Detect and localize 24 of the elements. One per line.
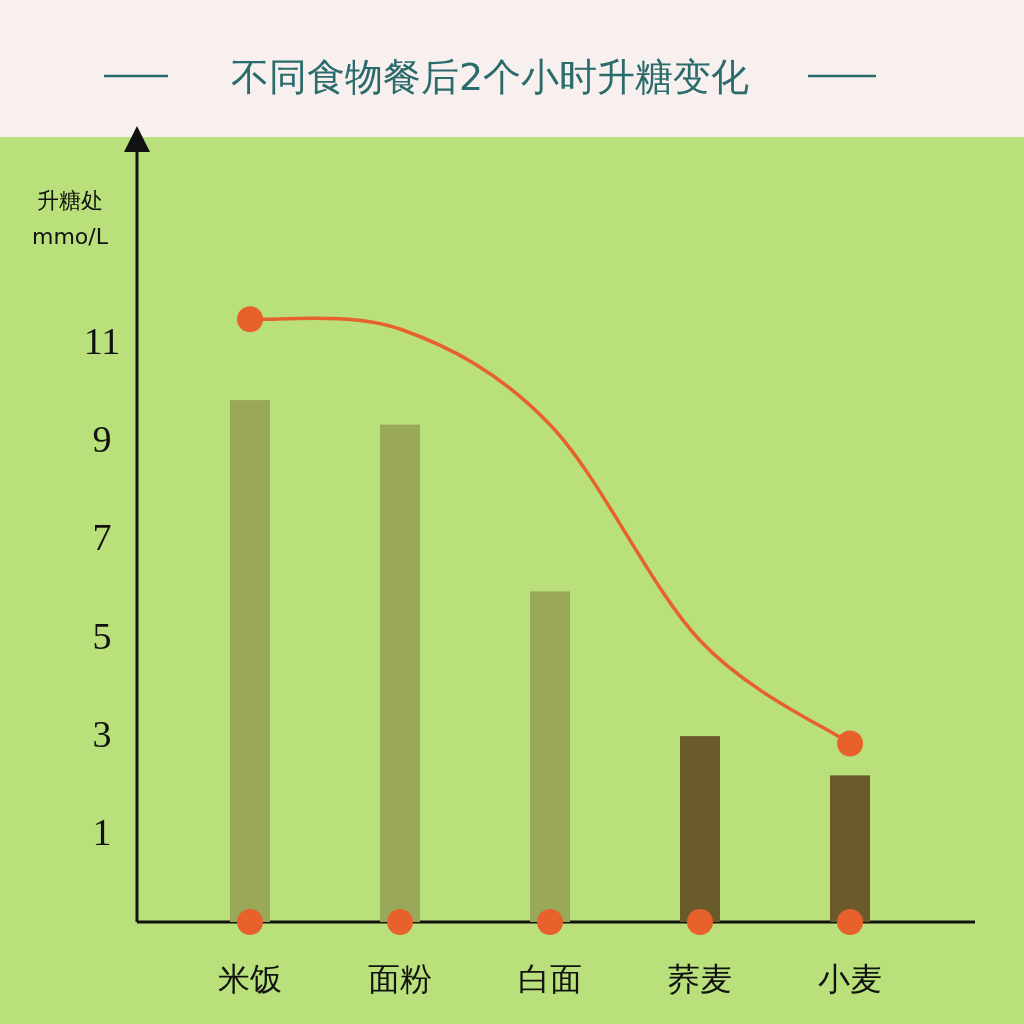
y-axis-title: 升糖处 mmo/L xyxy=(32,188,109,249)
bar xyxy=(230,400,270,922)
y-tick-label: 9 xyxy=(92,418,112,461)
point xyxy=(237,306,263,333)
y-tick-label: 11 xyxy=(83,320,121,363)
point xyxy=(837,909,863,935)
point xyxy=(237,909,263,935)
point xyxy=(387,909,413,935)
bar xyxy=(680,736,720,922)
x-tick-label: 荞麦 xyxy=(668,960,732,998)
bar xyxy=(830,775,870,922)
point xyxy=(687,909,713,935)
y-tick-label: 1 xyxy=(92,810,112,853)
x-tick-label: 面粉 xyxy=(368,960,432,998)
y-tick-label: 5 xyxy=(92,614,112,657)
x-tick-label: 小麦 xyxy=(818,960,882,998)
y-tick-label: 7 xyxy=(92,516,112,559)
point xyxy=(537,909,563,935)
bar xyxy=(380,424,420,922)
bar xyxy=(530,591,570,922)
x-tick-label: 米饭 xyxy=(218,960,282,998)
chart-title: 不同食物餐后2个小时升糖变化 xyxy=(230,55,750,99)
y-tick-label: 3 xyxy=(92,712,112,755)
x-tick-label: 白面 xyxy=(518,960,582,998)
